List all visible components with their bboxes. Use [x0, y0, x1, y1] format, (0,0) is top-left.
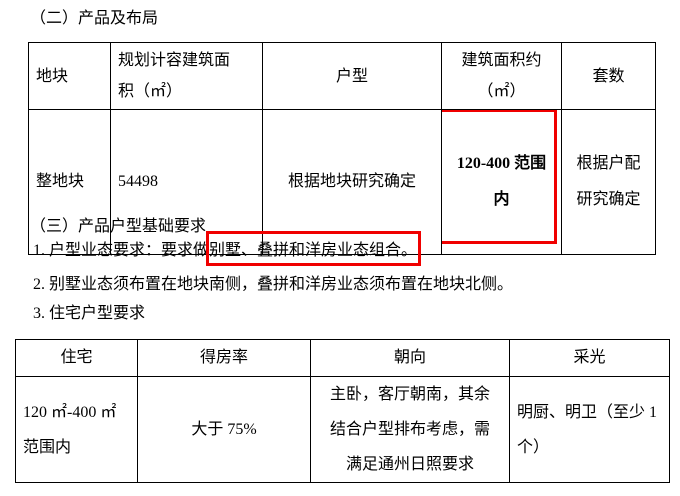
header-cell-plot: 地块	[28, 42, 111, 110]
item-1-prefix: 1. 户型业态要求：要求做	[33, 242, 210, 259]
building-area-value: 120-400 范围 内	[456, 155, 547, 208]
header-cell-unit-count: 套数	[561, 42, 656, 110]
table-header-row: 住宅 得房率 朝向 采光	[15, 339, 670, 377]
section-2-heading: （二）产品及布局	[30, 10, 159, 27]
header-cell-residence: 住宅	[15, 339, 138, 377]
header-cell-daylighting: 采光	[509, 339, 670, 377]
header-cell-orientation: 朝向	[310, 339, 510, 377]
cell-residence-range: 120 ㎡-400 ㎡ 范围内	[15, 376, 138, 483]
product-layout-table: 地块 规划计容建筑面 积（㎡） 户型 建筑面积约 （㎡） 套数 整地块 5449…	[28, 42, 656, 255]
requirement-item-3: 3. 住宅户型要求	[33, 305, 146, 322]
residence-requirement-table: 住宅 得房率 朝向 采光 120 ㎡-400 ㎡ 范围内 大于 75% 主卧，客…	[15, 339, 670, 483]
table-row: 整地块 54498 根据地块研究确定 120-400 范围 内 根据户配 研究确…	[28, 109, 656, 255]
cell-orientation: 主卧，客厅朝南，其余 结合户型排布考虑，需 满足通州日照要求	[310, 376, 510, 483]
red-annotation-box-icon	[442, 110, 557, 244]
requirement-item-1: 1. 户型业态要求：要求做别墅、叠拼和洋房业态组合。	[33, 240, 417, 262]
cell-planned-floor-area: 54498	[110, 109, 263, 255]
cell-unit-type: 根据地块研究确定	[262, 109, 442, 255]
header-cell-building-area: 建筑面积约 （㎡）	[441, 42, 562, 110]
header-cell-unit-type: 户型	[262, 42, 442, 110]
header-cell-planned-floor-area: 规划计容建筑面 积（㎡）	[110, 42, 263, 110]
header-cell-efficiency-rate: 得房率	[137, 339, 311, 377]
cell-efficiency-rate: 大于 75%	[137, 376, 311, 483]
table-row: 120 ㎡-400 ㎡ 范围内 大于 75% 主卧，客厅朝南，其余 结合户型排布…	[15, 376, 670, 483]
item-1-highlighted-text: 别墅、叠拼和洋房业态组合。	[209, 242, 418, 259]
requirement-item-2: 2. 别墅业态须布置在地块南侧，叠拼和洋房业态须布置在地块北侧。	[33, 276, 514, 293]
cell-daylighting: 明厨、明卫（至少 1 个）	[509, 376, 670, 483]
section-3-heading: （三）产品户型基础要求	[30, 218, 207, 235]
cell-building-area-highlighted: 120-400 范围 内	[441, 109, 562, 255]
cell-plot: 整地块	[28, 109, 111, 255]
table-header-row: 地块 规划计容建筑面 积（㎡） 户型 建筑面积约 （㎡） 套数	[28, 42, 656, 110]
cell-unit-count: 根据户配 研究确定	[561, 109, 656, 255]
